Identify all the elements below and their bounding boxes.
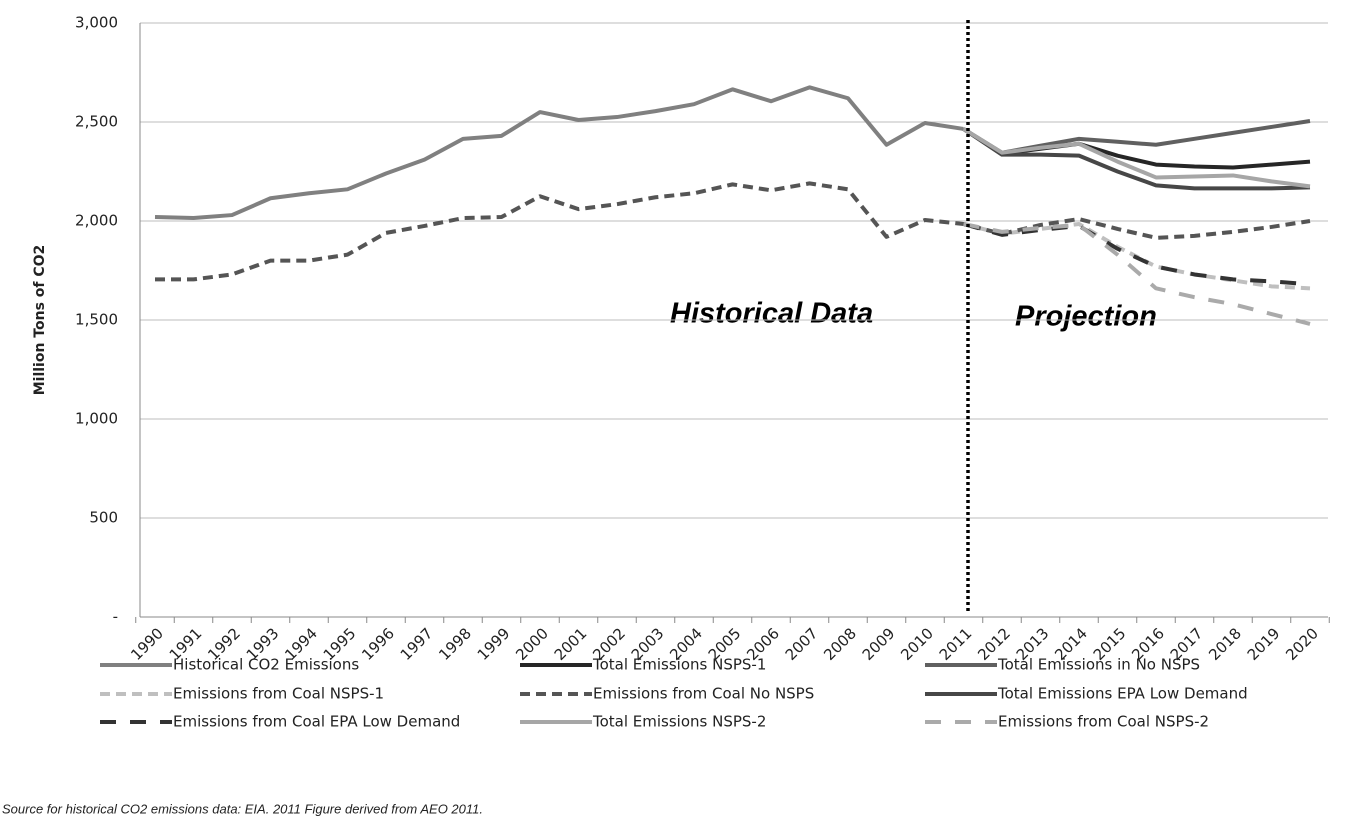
legend-item: Historical CO2 Emissions (100, 656, 359, 674)
legend-item: Total Emissions in No NSPS (925, 656, 1200, 674)
y-axis-label: Million Tons of CO2 (32, 245, 48, 396)
x-tick-label: 2001 (551, 624, 591, 664)
legend-item: Emissions from Coal No NSPS (520, 685, 814, 703)
x-tick-label: 1999 (474, 624, 514, 664)
legend-item: Emissions from Coal EPA Low Demand (100, 713, 460, 731)
legend-label: Emissions from Coal EPA Low Demand (173, 713, 460, 731)
legend-item: Emissions from Coal NSPS-1 (100, 685, 384, 703)
annotation: Historical Data (670, 298, 873, 330)
series-line (155, 181, 1311, 282)
legend-label: Total Emissions EPA Low Demand (997, 685, 1248, 703)
legend-label: Emissions from Coal NSPS-2 (998, 713, 1209, 731)
series-line (962, 119, 1311, 155)
x-tick-label: 2018 (1205, 624, 1245, 664)
y-tick-label: 1,500 (75, 311, 118, 329)
series-line (963, 222, 1311, 326)
x-tick-label: 1997 (397, 624, 437, 664)
x-tick-label: 1998 (435, 624, 475, 664)
series-line (962, 222, 1311, 287)
x-tick-label: 2011 (936, 624, 976, 664)
legend-label: Total Emissions in No NSPS (997, 656, 1200, 674)
y-tick-label: - (113, 608, 118, 626)
legend-item: Total Emissions NSPS-1 (520, 656, 766, 674)
x-tick-label: 2010 (897, 624, 937, 664)
series-line (962, 127, 1311, 191)
legend-item: Total Emissions NSPS-2 (520, 713, 766, 731)
x-tick-label: 1990 (127, 624, 167, 664)
legend-label: Total Emissions NSPS-2 (592, 713, 766, 731)
legend-label: Historical CO2 Emissions (173, 656, 359, 674)
legend-label: Emissions from Coal NSPS-1 (173, 685, 384, 703)
plot (154, 85, 1311, 326)
annotation: Projection (1015, 301, 1157, 333)
x-tick-label: 2009 (859, 624, 899, 664)
legend-item: Emissions from Coal NSPS-2 (925, 713, 1209, 731)
source: Source for historical CO2 emissions data… (2, 801, 483, 816)
x-tick-label: 2000 (512, 624, 552, 664)
x-tick-label: 2008 (820, 624, 860, 664)
grid (140, 22, 1328, 618)
y-tick-label: 3,000 (75, 14, 118, 32)
legend-label: Emissions from Coal No NSPS (593, 685, 814, 703)
y-tick-label: 2,500 (75, 113, 118, 131)
y-tick-label: 500 (89, 509, 118, 527)
legend-label: Total Emissions NSPS-1 (592, 656, 766, 674)
y-tick-label: 1,000 (75, 410, 118, 428)
x-tick-label: 2020 (1282, 624, 1322, 664)
y-tick-label: 2,000 (75, 212, 118, 230)
x-tick-label: 1996 (358, 624, 398, 664)
x-tick-label: 2007 (782, 624, 822, 664)
x-tick-label: 2019 (1244, 624, 1284, 664)
series-line (154, 85, 964, 221)
series-line (962, 127, 1311, 189)
legend-item: Total Emissions EPA Low Demand (925, 685, 1248, 703)
